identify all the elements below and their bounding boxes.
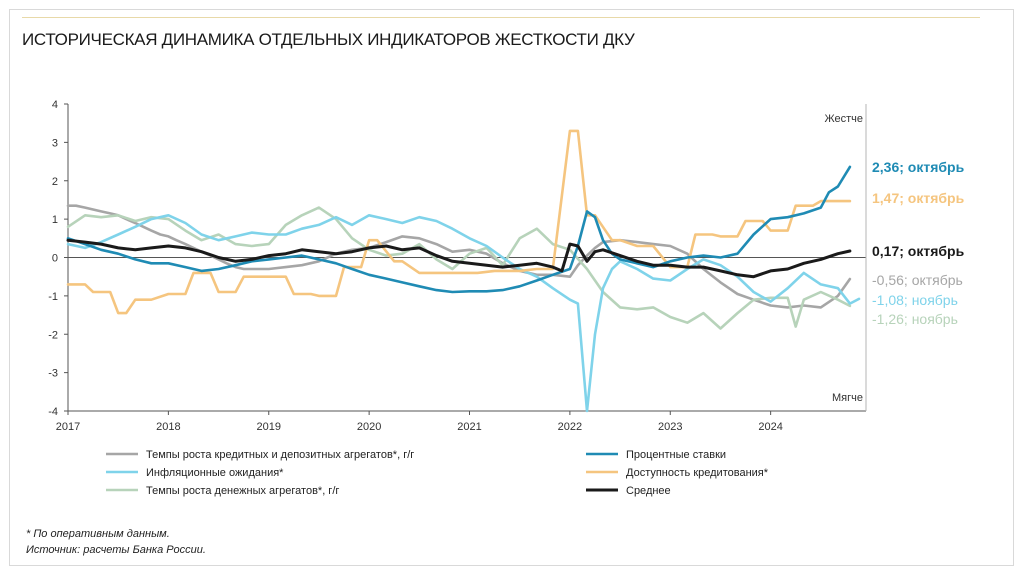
- annotation-looser: Мягче: [832, 392, 863, 404]
- x-tick-label: 2020: [357, 421, 381, 433]
- x-tick-label: 2019: [257, 421, 281, 433]
- series-line-2: [66, 214, 861, 413]
- series-line-1: [66, 165, 852, 294]
- legend-label: Доступность кредитования*: [626, 467, 769, 479]
- end-value-label: -0,56; октябрь: [872, 272, 963, 288]
- end-value-label: -1,26; ноябрь: [872, 311, 958, 327]
- source-note: Источник: расчеты Банка России.: [26, 544, 206, 556]
- y-tick-label: 1: [52, 214, 58, 226]
- x-tick-label: 2018: [156, 421, 180, 433]
- footnote: * По оперативным данным.: [26, 528, 170, 540]
- slide-frame: [9, 9, 1014, 566]
- y-tick-label: 2: [52, 176, 58, 188]
- y-tick-label: 4: [52, 99, 58, 111]
- legend-label: Среднее: [626, 485, 671, 497]
- end-value-label: 2,36; октябрь: [872, 159, 965, 175]
- annotation-tighter: Жестче: [824, 113, 863, 125]
- legend-label: Темпы роста денежных агрегатов*, г/г: [146, 485, 339, 497]
- chart-title: ИСТОРИЧЕСКАЯ ДИНАМИКА ОТДЕЛЬНЫХ ИНДИКАТО…: [22, 30, 635, 49]
- y-tick-label: -2: [48, 329, 58, 341]
- series-line-4: [66, 206, 852, 330]
- y-tick-label: 0: [52, 253, 58, 265]
- x-tick-label: 2023: [658, 421, 682, 433]
- y-tick-label: -1: [48, 291, 58, 303]
- x-tick-label: 2017: [56, 421, 80, 433]
- y-tick-label: 3: [52, 137, 58, 149]
- series-line-3: [66, 129, 852, 315]
- end-value-label: -1,08; ноябрь: [872, 292, 958, 308]
- series-line-5: [66, 238, 852, 279]
- legend-label: Темпы роста кредитных и депозитных агрег…: [146, 449, 414, 461]
- end-value-label: 0,17; октябрь: [872, 243, 965, 259]
- top-rule: [22, 17, 980, 18]
- x-tick-label: 2022: [558, 421, 582, 433]
- end-value-label: 1,47; октябрь: [872, 190, 965, 206]
- y-tick-label: -3: [48, 368, 58, 380]
- y-tick-label: -4: [48, 406, 58, 418]
- series-line-0: [66, 204, 852, 309]
- legend-label: Инфляционные ожидания*: [146, 467, 284, 479]
- x-tick-label: 2024: [758, 421, 782, 433]
- legend-label: Процентные ставки: [626, 449, 726, 461]
- x-tick-label: 2021: [457, 421, 481, 433]
